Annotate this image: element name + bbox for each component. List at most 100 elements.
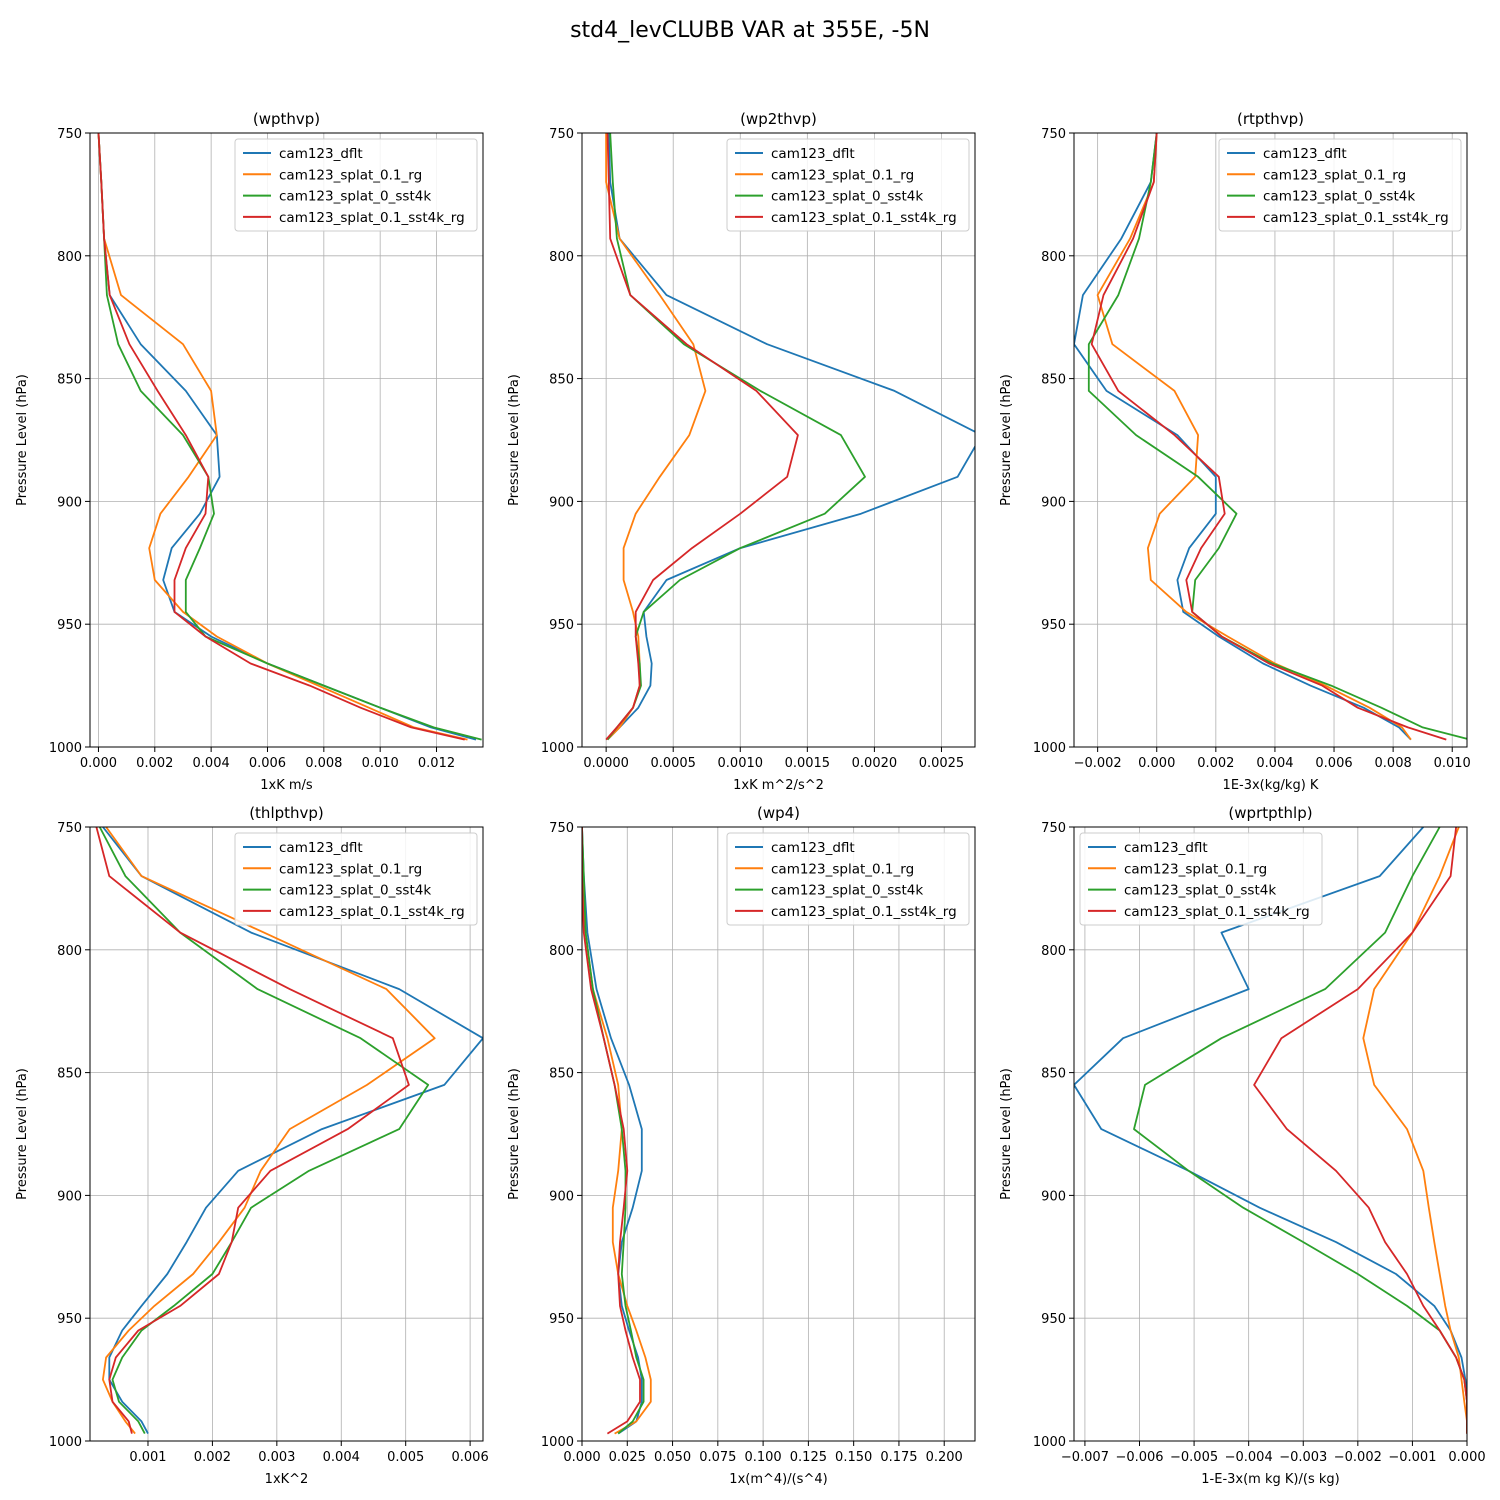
series-line-cam123-splat-0-1-rg	[1362, 827, 1467, 1434]
legend-label: cam123_splat_0_sst4k	[279, 883, 431, 899]
y-axis-label: Pressure Level (hPa)	[507, 1068, 522, 1200]
legend-box	[234, 138, 478, 232]
legend: cam123_dflt cam123_splat_0.1_rg cam123_spl…	[234, 138, 478, 232]
series-line-cam123-splat-0-1-sst4k-rg	[97, 133, 465, 741]
legend-label: cam123_splat_0.1_rg	[771, 167, 914, 183]
y-tick-label: 750	[549, 821, 574, 836]
y-tick-label: 950	[549, 618, 574, 633]
series-line-cam123-splat-0-sst4k	[1087, 133, 1467, 740]
x-tick-label: 0.0005	[650, 756, 696, 771]
legend-label: cam123_splat_0.1_sst4k_rg	[771, 210, 957, 226]
legend-label: cam123_splat_0.1_rg	[1124, 861, 1267, 877]
legend-box	[1218, 138, 1462, 232]
panel-title: (rtpthvp)	[1237, 110, 1304, 128]
x-tick-label: 0.0025	[919, 756, 965, 771]
x-tick-label: 0.010	[362, 756, 399, 771]
x-tick-label: −0.007	[1061, 1450, 1109, 1465]
y-tick-label: 950	[1041, 618, 1066, 633]
x-tick-label: 0.006	[1315, 756, 1352, 771]
panel-title: (wp2thvp)	[740, 110, 817, 128]
x-tick-label: −0.003	[1279, 1450, 1327, 1465]
plot-frame	[1073, 826, 1468, 1442]
y-tick-label: 900	[1041, 1189, 1066, 1204]
legend-label: cam123_splat_0_sst4k	[771, 189, 923, 205]
y-tick-label: 750	[549, 127, 574, 142]
y-tick-label: 850	[1041, 1067, 1066, 1082]
series-line-cam123-splat-0-1-rg	[102, 827, 436, 1435]
legend: cam123_dflt cam123_splat_0.1_rg cam123_spl…	[1218, 138, 1462, 232]
chart-panel-4: 0.001 0.002 0.003 0.004 0.005 0.006 750 800 850 9…	[15, 804, 489, 1487]
x-tick-label: 0.004	[323, 1450, 360, 1465]
x-tick-label: 0.100	[744, 1450, 781, 1465]
legend: cam123_dflt cam123_splat_0.1_rg cam123_spl…	[1079, 832, 1323, 926]
x-tick-label: 0.000	[1448, 1450, 1485, 1465]
x-tick-label: 0.004	[1256, 756, 1293, 771]
x-tick-label: 0.001	[129, 1450, 166, 1465]
series-line-cam123-splat-0-sst4k	[97, 133, 482, 741]
y-tick-label: 850	[549, 1067, 574, 1082]
x-tick-label: 0.200	[926, 1450, 963, 1465]
y-axis-label: Pressure Level (hPa)	[507, 374, 522, 506]
plot-frame	[89, 826, 484, 1442]
plot-frame	[1073, 132, 1468, 748]
legend-label: cam123_dflt	[771, 840, 855, 856]
x-tick-label: 0.004	[193, 756, 230, 771]
x-tick-label: 0.0015	[785, 756, 831, 771]
y-tick-label: 1000	[541, 741, 574, 756]
x-tick-label: 0.010	[1434, 756, 1471, 771]
y-tick-label: 900	[549, 1189, 574, 1204]
legend-label: cam123_dflt	[279, 840, 363, 856]
y-tick-label: 750	[57, 127, 82, 142]
x-tick-label: 0.125	[790, 1450, 827, 1465]
legend: cam123_dflt cam123_splat_0.1_rg cam123_spl…	[726, 832, 970, 926]
y-tick-label: 1000	[541, 1435, 574, 1450]
y-tick-label: 750	[1041, 821, 1066, 836]
chart-panel-2: 0.0000 0.0005 0.0010 0.0015 0.0020 0.0025 750 8…	[507, 110, 976, 793]
y-tick-label: 1000	[1033, 741, 1066, 756]
series-line-cam123-splat-0-sst4k	[582, 827, 645, 1435]
x-tick-label: −0.001	[1388, 1450, 1436, 1465]
y-tick-label: 800	[57, 250, 82, 265]
legend-label: cam123_splat_0_sst4k	[1263, 189, 1415, 205]
figure-title: std4_levCLUBB VAR at 355E, -5N	[570, 18, 930, 43]
x-tick-label: 0.006	[249, 756, 286, 771]
series-line-cam123-dflt	[1074, 827, 1467, 1434]
x-axis-label: 1xK m^2/s^2	[733, 778, 824, 793]
x-tick-label: 0.175	[880, 1450, 917, 1465]
y-tick-label: 950	[57, 1312, 82, 1327]
x-tick-label: −0.004	[1225, 1450, 1273, 1465]
y-axis-label: Pressure Level (hPa)	[999, 1068, 1014, 1200]
y-tick-label: 1000	[49, 741, 82, 756]
y-tick-label: 900	[1041, 495, 1066, 510]
x-tick-label: 0.005	[387, 1450, 424, 1465]
y-tick-label: 750	[57, 821, 82, 836]
y-tick-label: 900	[549, 495, 574, 510]
series-line-cam123-splat-0-1-sst4k-rg	[1090, 133, 1447, 741]
series-line-cam123-dflt	[606, 133, 975, 741]
panel-title: (wp4)	[757, 804, 800, 822]
legend: cam123_dflt cam123_splat_0.1_rg cam123_spl…	[726, 138, 970, 232]
x-tick-label: 0.0010	[718, 756, 764, 771]
legend-label: cam123_splat_0.1_sst4k_rg	[1124, 904, 1310, 920]
y-tick-label: 750	[1041, 127, 1066, 142]
x-tick-label: −0.006	[1115, 1450, 1163, 1465]
x-tick-label: 0.025	[609, 1450, 646, 1465]
y-axis-label: Pressure Level (hPa)	[15, 374, 30, 506]
legend-label: cam123_splat_0.1_rg	[771, 861, 914, 877]
legend-box	[234, 832, 478, 926]
chart-panel-3: −0.002 0.000 0.002 0.004 0.006 0.008 0.010 750 8…	[999, 110, 1471, 793]
legend-box	[726, 138, 970, 232]
x-tick-label: 0.050	[654, 1450, 691, 1465]
legend-label: cam123_splat_0.1_sst4k_rg	[279, 904, 465, 920]
series-line-cam123-dflt	[582, 827, 643, 1435]
panel-title: (thlpthvp)	[249, 804, 324, 822]
series-group	[97, 133, 482, 741]
series-group	[605, 133, 975, 741]
x-tick-label: 0.003	[258, 1450, 295, 1465]
series-group	[95, 827, 483, 1435]
x-tick-label: 0.075	[699, 1450, 736, 1465]
x-tick-label: −0.005	[1170, 1450, 1218, 1465]
panels: 0.000 0.002 0.004 0.006 0.008 0.010 0.012 750 80…	[15, 110, 1486, 1487]
